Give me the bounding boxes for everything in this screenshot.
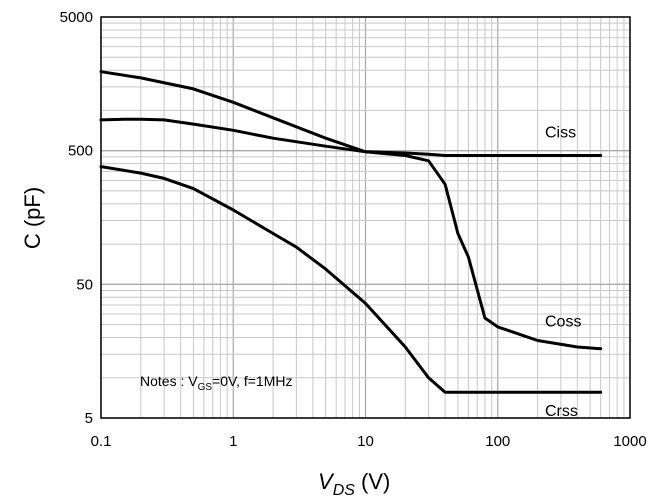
series-line-crss	[99, 165, 603, 394]
y-tick-label: 500	[68, 143, 93, 160]
series-label-crss: Crss	[545, 403, 578, 420]
x-tick-label: 1	[229, 433, 237, 450]
series-line-coss	[99, 117, 603, 351]
notes-subscript: GS	[198, 382, 213, 393]
series-label-ciss: Ciss	[545, 125, 576, 142]
x-tick-label: 100	[485, 433, 510, 450]
y-tick-label: 5000	[60, 9, 93, 26]
grid	[100, 16, 630, 419]
x-axis-title: VDS (V)	[318, 469, 390, 499]
notes-prefix: Notes : V	[140, 373, 198, 389]
x-tick-label: 10	[357, 433, 374, 450]
series-labels: Ciss Coss Crss	[545, 125, 581, 421]
x-axis-title-subscript: DS	[333, 482, 356, 499]
x-tick-label: 1000	[613, 433, 646, 450]
notes-suffix: =0V, f=1MHz	[212, 373, 292, 389]
x-axis-title-main: V	[318, 469, 335, 494]
series-line-ciss	[99, 70, 603, 157]
y-tick-label: 5	[85, 410, 93, 427]
notes-annotation: Notes : VGS=0V, f=1MHz	[140, 373, 292, 393]
x-tick-labels: 0.1 1 10 100 1000	[91, 433, 647, 450]
series-label-coss: Coss	[545, 314, 581, 331]
y-tick-labels: 5000 500 50 5	[60, 9, 93, 427]
y-axis-title: C (pF)	[20, 187, 45, 249]
x-tick-label: 0.1	[91, 433, 112, 450]
x-axis-title-unit: (V)	[355, 469, 390, 494]
series-curves	[99, 70, 603, 394]
plot-frame	[100, 16, 631, 419]
y-tick-label: 50	[76, 276, 93, 293]
